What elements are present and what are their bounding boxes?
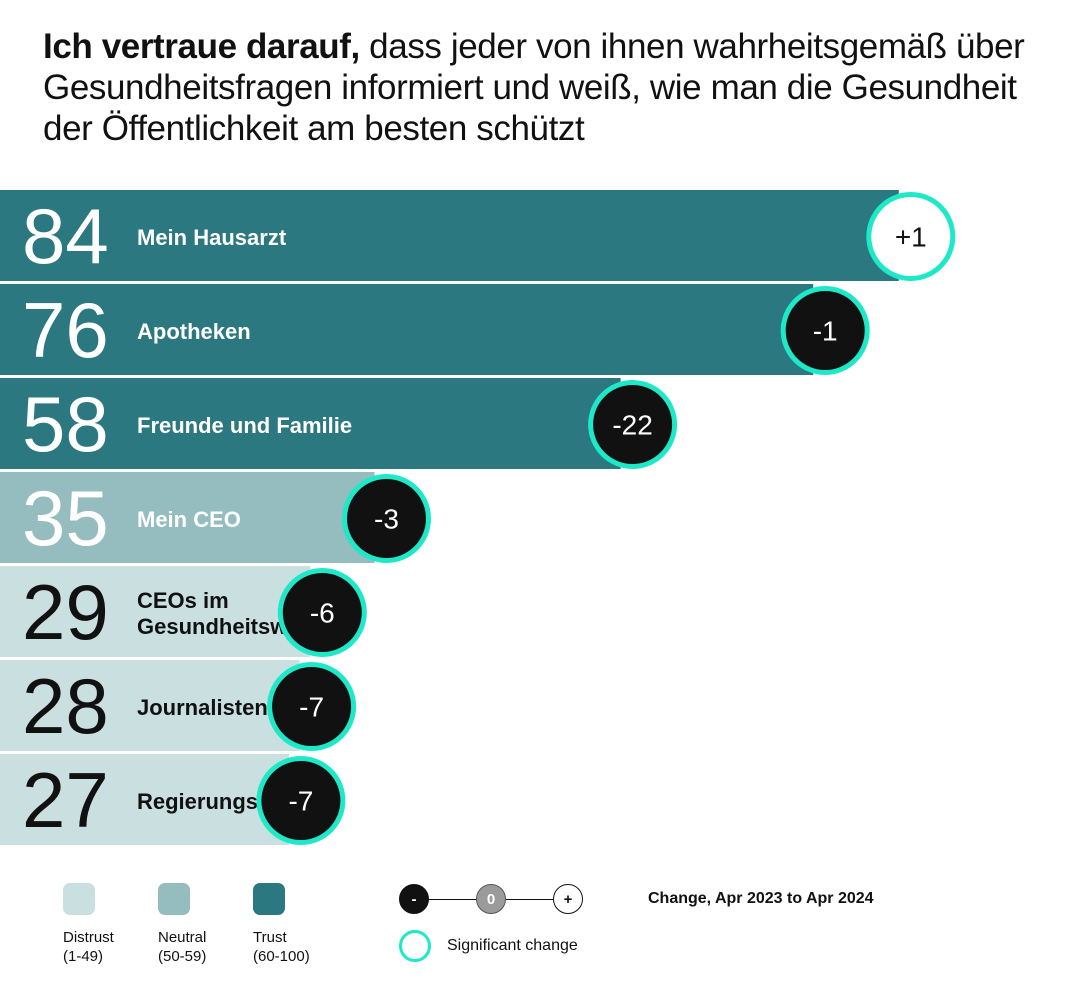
change-badge (588, 380, 678, 469)
bar-group: 58 Freunde und Familie -22 (0, 378, 678, 469)
legend-label-neutral: Neutral (50-59) (158, 928, 206, 966)
bar (0, 284, 814, 375)
bar-value-label: 27 (22, 756, 109, 844)
bar (0, 472, 375, 563)
change-label: -1 (813, 316, 838, 347)
bar (0, 754, 289, 845)
legend-distrust-label: Distrust (63, 929, 114, 946)
change-badge (277, 568, 367, 657)
bar-value-label: 35 (22, 474, 109, 562)
bar-group: 35 Mein CEO -3 (0, 472, 431, 563)
change-label: -6 (310, 598, 335, 629)
bar-category-label: Mein Hausarzt (137, 225, 287, 250)
change-label: -7 (288, 786, 313, 817)
bar-value-label: 84 (22, 192, 109, 280)
bar-value-label: 28 (22, 662, 109, 750)
legend-change-title: Change, Apr 2023 to Apr 2024 (648, 890, 874, 907)
legend-neutral-label: Neutral (158, 929, 207, 946)
legend-significant-ring (399, 930, 431, 962)
bar-group: 27 Regierungschefs-7 (0, 754, 346, 845)
legend-trust-label: Trust (253, 929, 287, 946)
bar-value-label: 76 (22, 286, 109, 374)
legend-swatch-neutral (158, 883, 190, 915)
change-badge (866, 192, 956, 281)
legend-label-trust: Trust (60-100) (253, 928, 310, 966)
change-label: -3 (374, 504, 399, 535)
change-label: -7 (299, 692, 324, 723)
bar-category-label: Journalisten (137, 695, 268, 720)
legend-scale-zero: 0 (476, 884, 506, 914)
legend-swatch-distrust (63, 883, 95, 915)
chart-title-bold: Ich vertraue darauf, (43, 27, 360, 66)
change-label: +1 (895, 222, 927, 253)
legend-scale-plus: + (553, 884, 583, 914)
bar-group: 76 Apotheken -1 (0, 284, 870, 375)
legend-swatch-trust (253, 883, 285, 915)
chart-title: Ich vertraue darauf, dass jeder von ihne… (43, 26, 1033, 149)
bar-value-label: 29 (22, 568, 109, 656)
change-badge (267, 662, 357, 751)
bar-category-label: Apotheken (137, 319, 251, 344)
bar-category-label: Mein CEO (137, 507, 241, 532)
change-badge (256, 756, 346, 845)
bar (0, 566, 311, 657)
bar-group: 28 Journalisten -7 (0, 660, 357, 751)
legend-trust-range: (60-100) (253, 948, 310, 965)
trust-bar-chart: 84 Mein Hausarzt +1 76 Apotheken -1 58 Freunde … (0, 190, 956, 845)
legend-significant-label: Significant change (447, 937, 578, 954)
bar-value-label: 58 (22, 380, 109, 468)
bar (0, 660, 300, 751)
bar-category-label: Freunde und Familie (137, 413, 352, 438)
legend-label-distrust: Distrust (1-49) (63, 928, 114, 966)
bar (0, 190, 899, 281)
bar-group: 84 Mein Hausarzt +1 (0, 190, 956, 281)
legend-neutral-range: (50-59) (158, 948, 207, 965)
chart-title-rest: dass jeder von ihnen wahrheitsgemäß über… (43, 27, 1025, 148)
bar (0, 378, 621, 469)
legend-scale-minus: - (399, 884, 429, 914)
change-label: -22 (612, 410, 652, 441)
legend-distrust-range: (1-49) (63, 948, 104, 965)
change-badge (342, 474, 431, 563)
bar-group: 29 CEOs im Gesundheitswesen-6 (0, 566, 367, 657)
change-badge (780, 286, 870, 375)
